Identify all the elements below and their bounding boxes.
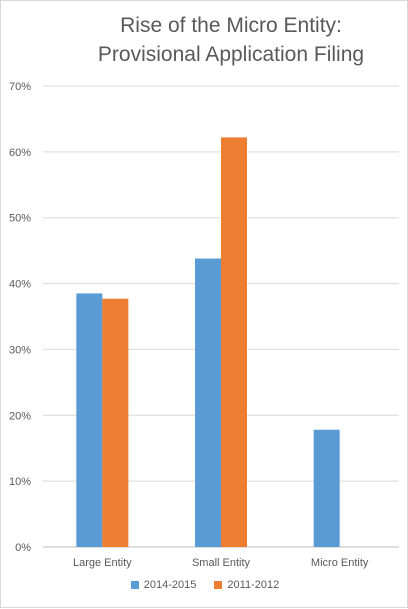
legend-item-series-1: 2014-2015 <box>130 579 197 591</box>
y-tick-label: 70% <box>9 81 31 93</box>
legend-item-series-2: 2011-2012 <box>214 579 279 591</box>
y-tick-label: 40% <box>9 279 31 291</box>
y-tick-label: 60% <box>9 147 31 159</box>
x-tick-label: Small Entity <box>192 557 251 569</box>
y-tick-label: 10% <box>9 476 31 488</box>
y-axis-ticks: 0% 10% 20% 30% 40% 50% 60% 70% <box>9 81 31 554</box>
bar-micro-entity-2014-2015 <box>313 429 340 547</box>
legend-label-series-1: 2014-2015 <box>143 579 197 591</box>
y-tick-label: 30% <box>9 344 31 356</box>
bar-small-entity-2011-2012 <box>221 137 247 547</box>
bar-large-entity-2011-2012 <box>102 298 129 547</box>
legend-swatch-series-1 <box>130 581 139 589</box>
chart-title-line-1: Rise of the Micro Entity: <box>120 14 342 37</box>
x-tick-label: Micro Entity <box>311 557 369 569</box>
legend: 2014-2015 2011-2012 <box>1 579 408 591</box>
bars <box>76 137 340 547</box>
chart-title-line-2: Provisional Application Filing <box>97 43 365 66</box>
legend-swatch-series-2 <box>214 581 223 589</box>
y-tick-label: 0% <box>15 542 31 554</box>
x-axis-ticks: Large Entity Small Entity Micro Entity <box>73 557 369 569</box>
bar-small-entity-2014-2015 <box>195 258 221 547</box>
x-tick-label: Large Entity <box>73 557 132 569</box>
bar-large-entity-2014-2015 <box>76 293 103 547</box>
chart-title: Rise of the Micro Entity: Provisional Ap… <box>61 11 401 69</box>
y-tick-label: 20% <box>9 410 31 422</box>
y-tick-label: 50% <box>9 213 31 225</box>
legend-label-series-2: 2011-2012 <box>227 579 280 591</box>
